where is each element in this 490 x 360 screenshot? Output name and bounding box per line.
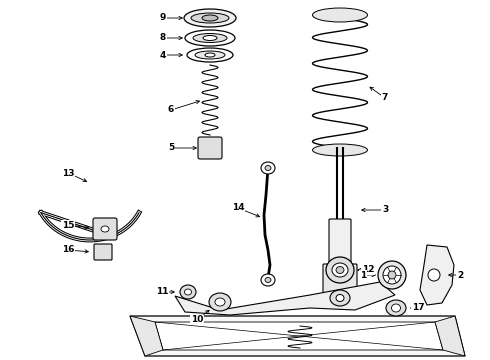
- Ellipse shape: [326, 257, 354, 283]
- Ellipse shape: [313, 8, 368, 22]
- Ellipse shape: [265, 166, 271, 171]
- Text: 13: 13: [62, 168, 74, 177]
- Polygon shape: [435, 316, 465, 356]
- Ellipse shape: [101, 226, 109, 232]
- Ellipse shape: [184, 9, 236, 27]
- Ellipse shape: [336, 266, 344, 274]
- FancyBboxPatch shape: [329, 219, 351, 276]
- Ellipse shape: [265, 278, 271, 283]
- Ellipse shape: [428, 269, 440, 281]
- Ellipse shape: [191, 13, 229, 23]
- Ellipse shape: [378, 261, 406, 289]
- FancyBboxPatch shape: [323, 264, 357, 296]
- Ellipse shape: [332, 263, 348, 277]
- Text: 16: 16: [62, 246, 74, 255]
- Ellipse shape: [185, 289, 192, 295]
- Ellipse shape: [209, 293, 231, 311]
- Text: 7: 7: [382, 94, 388, 103]
- Text: 5: 5: [168, 144, 174, 153]
- Ellipse shape: [336, 294, 344, 302]
- Ellipse shape: [388, 271, 396, 279]
- Ellipse shape: [261, 162, 275, 174]
- Polygon shape: [130, 316, 163, 356]
- Ellipse shape: [386, 300, 406, 316]
- Ellipse shape: [193, 33, 227, 42]
- Ellipse shape: [203, 36, 217, 40]
- Text: 3: 3: [382, 206, 388, 215]
- Ellipse shape: [185, 30, 235, 46]
- Polygon shape: [155, 322, 443, 350]
- Ellipse shape: [205, 53, 215, 57]
- Text: 10: 10: [191, 315, 203, 324]
- Text: 8: 8: [160, 33, 166, 42]
- Ellipse shape: [330, 290, 350, 306]
- Text: 1: 1: [360, 270, 366, 279]
- FancyBboxPatch shape: [93, 218, 117, 240]
- Ellipse shape: [180, 285, 196, 299]
- Ellipse shape: [313, 144, 368, 156]
- Text: 2: 2: [457, 270, 463, 279]
- Ellipse shape: [261, 274, 275, 286]
- Polygon shape: [420, 245, 454, 305]
- FancyBboxPatch shape: [198, 137, 222, 159]
- Text: 9: 9: [160, 13, 166, 22]
- Polygon shape: [130, 316, 465, 356]
- Text: 17: 17: [412, 303, 424, 312]
- Ellipse shape: [195, 51, 225, 59]
- Text: 15: 15: [62, 220, 74, 230]
- Ellipse shape: [383, 266, 401, 284]
- Text: 14: 14: [232, 203, 245, 212]
- Ellipse shape: [187, 48, 233, 62]
- Ellipse shape: [215, 298, 225, 306]
- Text: 4: 4: [160, 50, 166, 59]
- Text: 11: 11: [156, 288, 168, 297]
- FancyBboxPatch shape: [94, 244, 112, 260]
- Text: 12: 12: [362, 266, 374, 274]
- Polygon shape: [175, 282, 395, 315]
- Ellipse shape: [392, 304, 400, 312]
- Ellipse shape: [202, 15, 218, 21]
- Text: 6: 6: [168, 105, 174, 114]
